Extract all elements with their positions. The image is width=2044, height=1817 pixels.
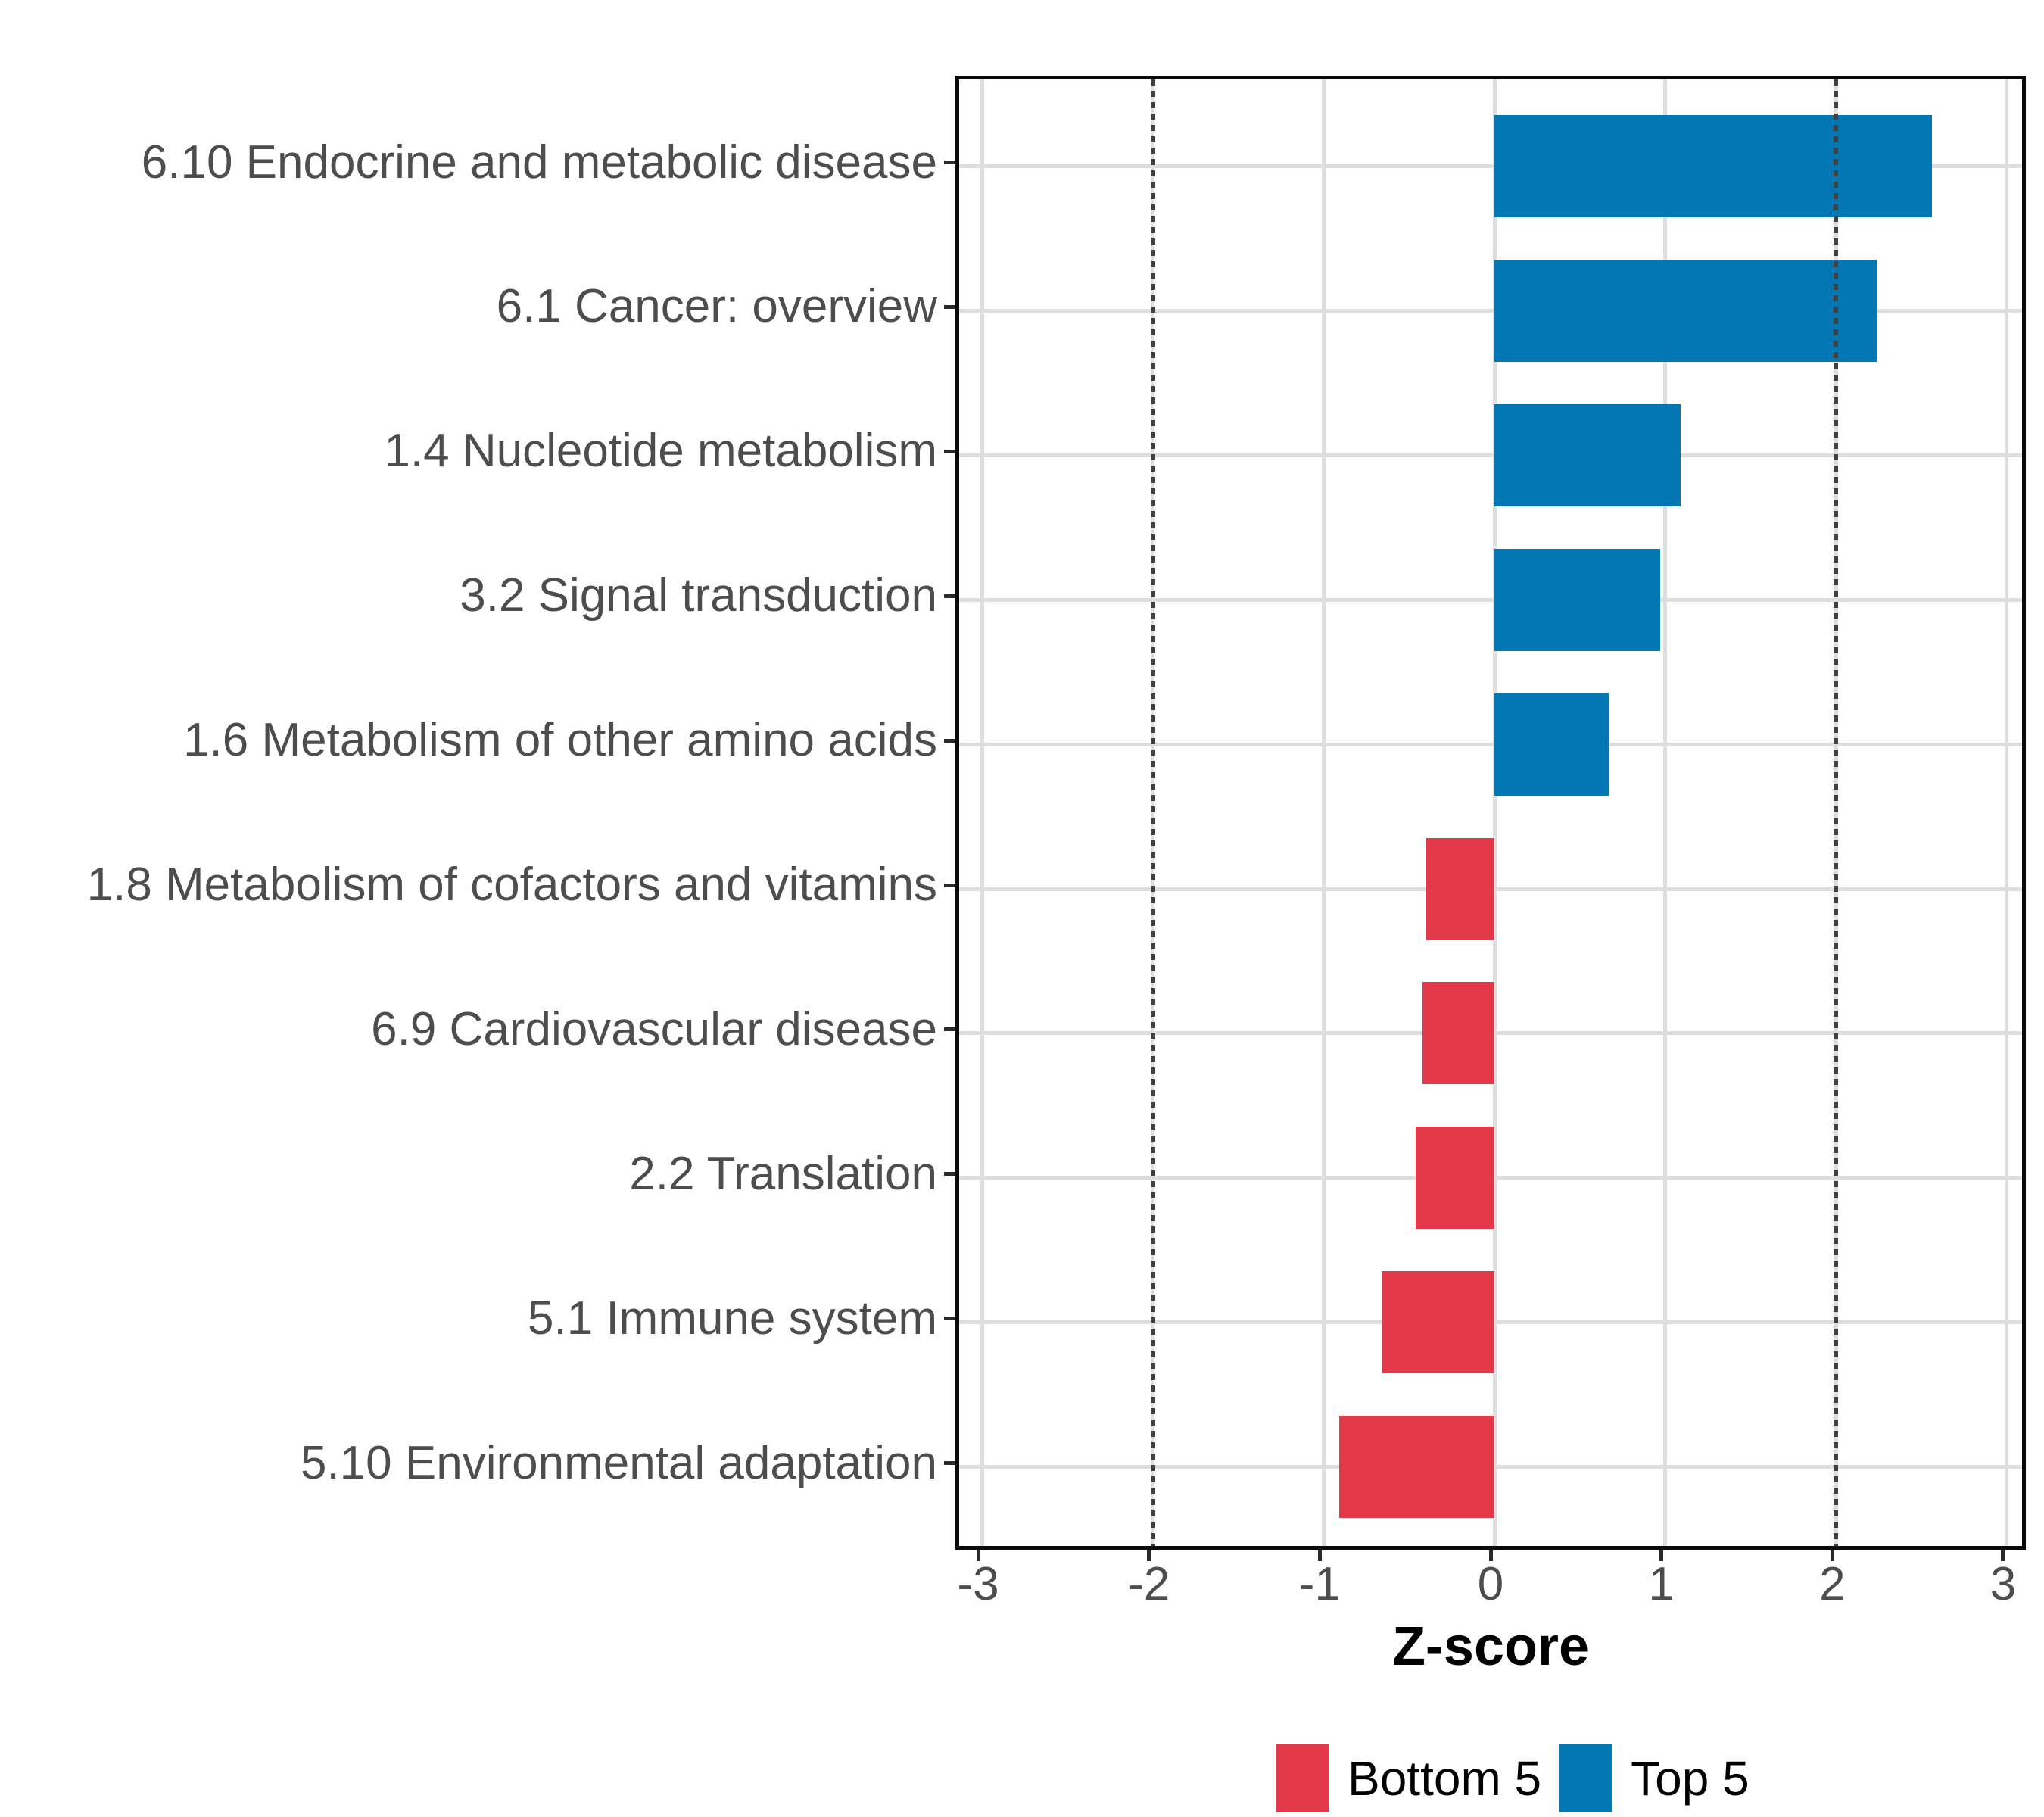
legend-label-bottom5: Bottom 5 bbox=[1348, 1751, 1542, 1806]
category-label: 2.2 Translation bbox=[629, 1147, 937, 1200]
x-axis-tick bbox=[1147, 1550, 1151, 1561]
y-axis-tick bbox=[944, 1317, 955, 1321]
category-label: 6.1 Cancer: overview bbox=[496, 280, 937, 333]
bar-bottom5 bbox=[1338, 1416, 1494, 1519]
x-gridline bbox=[1492, 79, 1497, 1546]
bar-bottom5 bbox=[1416, 1127, 1494, 1230]
dashed-reference-line bbox=[1150, 79, 1155, 1546]
x-axis-title: Z-score bbox=[1391, 1616, 1590, 1677]
y-axis-tick bbox=[944, 1461, 955, 1466]
category-label: 6.10 Endocrine and metabolic disease bbox=[141, 136, 937, 189]
bar-bottom5 bbox=[1382, 1271, 1494, 1374]
y-axis-tick bbox=[944, 304, 955, 309]
y-gridline bbox=[959, 453, 2022, 457]
category-label: 6.9 Cardiovascular disease bbox=[371, 1002, 937, 1055]
y-axis-tick bbox=[944, 161, 955, 164]
legend: Bottom 5 Top 5 bbox=[1276, 1744, 1750, 1812]
bar-top5 bbox=[1494, 693, 1609, 796]
legend-label-top5: Top 5 bbox=[1631, 1751, 1750, 1806]
bar-top5 bbox=[1494, 548, 1660, 651]
y-axis-tick bbox=[944, 1027, 955, 1032]
x-tick-label: 3 bbox=[1989, 1558, 2017, 1610]
y-gridline bbox=[959, 308, 2022, 313]
legend-key-top5 bbox=[1559, 1744, 1613, 1812]
y-axis-tick bbox=[944, 1172, 955, 1177]
x-gridline bbox=[1663, 79, 1668, 1546]
x-gridline bbox=[2005, 79, 2009, 1546]
x-tick-label: -2 bbox=[1128, 1558, 1170, 1610]
category-label: 3.2 Signal transduction bbox=[460, 569, 937, 622]
x-axis-tick bbox=[1659, 1550, 1664, 1561]
bar-bottom5 bbox=[1426, 837, 1494, 940]
y-axis-tick bbox=[944, 883, 955, 887]
x-tick-label: 2 bbox=[1819, 1558, 1846, 1610]
x-axis-tick bbox=[2001, 1550, 2005, 1561]
y-axis-tick bbox=[944, 594, 955, 598]
bar-top5 bbox=[1494, 259, 1877, 362]
x-tick-label: 1 bbox=[1648, 1558, 1675, 1610]
x-axis-tick bbox=[1830, 1550, 1834, 1561]
x-gridline bbox=[1321, 79, 1326, 1546]
x-axis-tick bbox=[976, 1550, 980, 1561]
x-axis-tick bbox=[1488, 1550, 1493, 1561]
x-gridline bbox=[980, 79, 984, 1546]
category-label: 1.8 Metabolism of cofactors and vitamins bbox=[86, 859, 937, 911]
legend-key-bottom5 bbox=[1276, 1744, 1329, 1812]
y-axis-tick bbox=[944, 449, 955, 453]
bar-top5 bbox=[1494, 115, 1932, 217]
x-tick-label: -1 bbox=[1298, 1558, 1341, 1610]
bar-top5 bbox=[1494, 404, 1681, 506]
category-label: 5.10 Environmental adaptation bbox=[300, 1436, 937, 1489]
category-label: 5.1 Immune system bbox=[528, 1292, 937, 1345]
x-tick-label: -3 bbox=[957, 1558, 999, 1610]
y-gridline bbox=[959, 164, 2022, 168]
y-axis-tick bbox=[944, 738, 955, 743]
bar-bottom5 bbox=[1422, 982, 1494, 1085]
y-gridline bbox=[959, 597, 2022, 602]
dashed-reference-line bbox=[1834, 79, 1839, 1546]
x-axis-tick bbox=[1317, 1550, 1322, 1561]
x-tick-label: 0 bbox=[1477, 1558, 1504, 1610]
plot-panel bbox=[955, 76, 2026, 1550]
category-label: 1.4 Nucleotide metabolism bbox=[384, 425, 937, 478]
y-gridline bbox=[959, 742, 2022, 746]
category-label: 1.6 Metabolism of other amino acids bbox=[183, 714, 937, 767]
